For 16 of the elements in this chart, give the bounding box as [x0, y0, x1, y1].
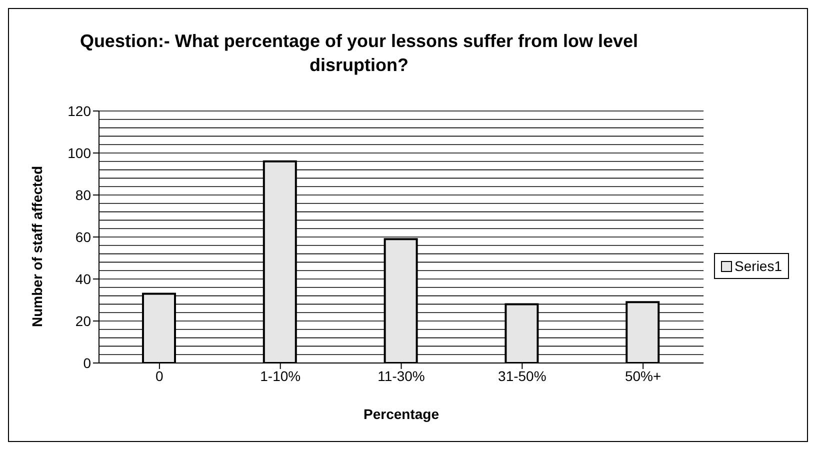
y-tick-label: 60: [75, 228, 92, 245]
x-tick-label: 0: [156, 368, 164, 384]
x-tick-label: 31-50%: [498, 368, 546, 384]
y-axis-title: Number of staff affected: [28, 166, 45, 327]
y-tick-label: 80: [75, 186, 92, 203]
y-tick-label: 20: [75, 312, 92, 329]
y-tick-label: 0: [83, 354, 92, 371]
x-tick-label: 11-30%: [378, 368, 425, 384]
legend-label: Series1: [734, 258, 782, 274]
x-tick-label: 50%+: [624, 368, 662, 384]
chart-title: Question:- What percentage of your lessons suffer from low level disruption?: [78, 30, 640, 77]
y-tick-label: 40: [75, 270, 92, 287]
y-tick-label: 100: [68, 144, 92, 161]
y-tick-label: 120: [68, 102, 92, 119]
x-tick-label: 1-10%: [260, 368, 301, 384]
x-axis-title: Percentage: [364, 406, 440, 422]
